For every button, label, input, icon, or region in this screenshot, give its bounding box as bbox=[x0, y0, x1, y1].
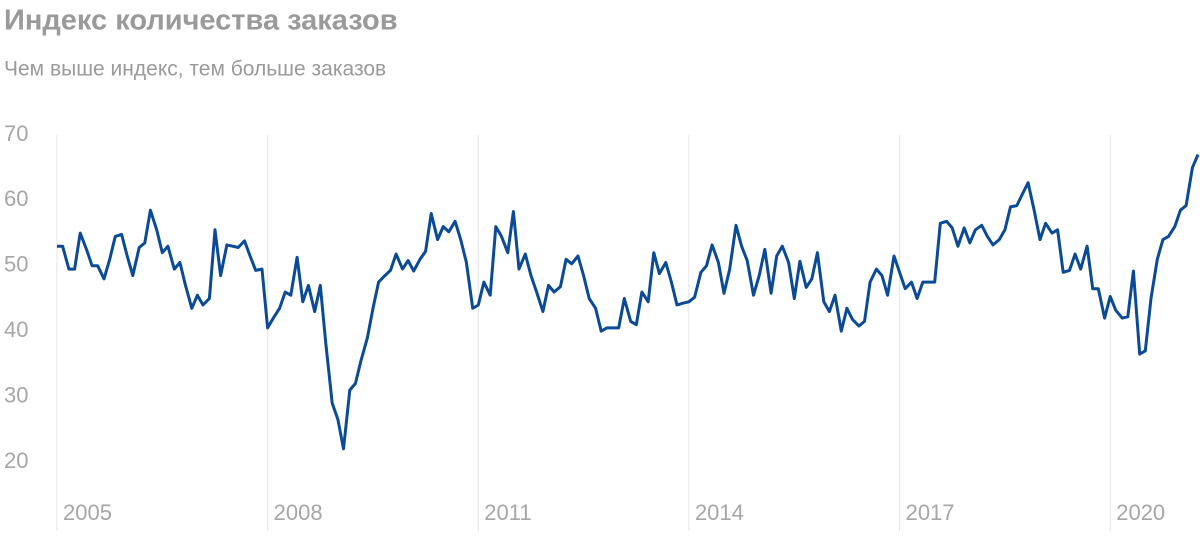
line bbox=[57, 154, 1200, 451]
x-tick-label: 2020 bbox=[1116, 500, 1165, 525]
y-tick-label: 40 bbox=[4, 317, 28, 342]
y-tick-label: 30 bbox=[4, 382, 28, 407]
chart-title: Индекс количества заказов bbox=[4, 5, 398, 37]
x-tick-label: 2017 bbox=[906, 500, 955, 525]
x-tick-label: 2011 bbox=[484, 500, 531, 525]
y-tick-label: 60 bbox=[4, 186, 28, 211]
x-tick-label: 2014 bbox=[695, 500, 744, 525]
y-tick-label: 70 bbox=[4, 121, 28, 146]
x-tick-label: 2005 bbox=[63, 500, 112, 525]
x-tick-label: 2008 bbox=[274, 500, 323, 525]
y-tick-label: 20 bbox=[4, 448, 28, 473]
chart-subtitle: Чем выше индекс, тем больше заказов bbox=[4, 58, 386, 81]
y-tick-label: 50 bbox=[4, 252, 28, 277]
